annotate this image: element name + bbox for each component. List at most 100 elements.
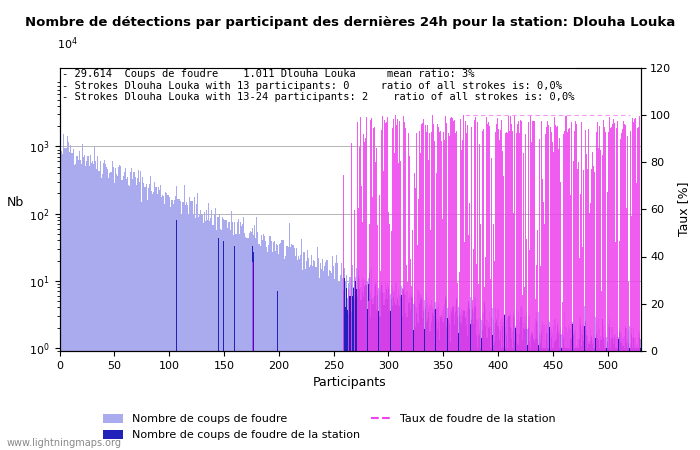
Bar [367, 309, 368, 450]
Bar [547, 334, 548, 450]
Bar [579, 339, 580, 450]
Bar [279, 244, 281, 450]
Bar [529, 341, 531, 450]
Bar [481, 320, 482, 450]
Bar [366, 284, 367, 450]
Bar [498, 329, 500, 450]
Bar [599, 329, 601, 450]
Bar [603, 338, 604, 450]
Bar [417, 324, 419, 450]
Bar [516, 333, 517, 450]
Bar [411, 296, 412, 450]
Bar [258, 243, 260, 450]
Bar [225, 220, 227, 450]
Bar [187, 205, 188, 450]
Bar [365, 284, 366, 450]
Bar [303, 252, 304, 450]
Bar [146, 184, 147, 450]
Bar [179, 202, 181, 450]
Bar [356, 268, 357, 450]
Bar [595, 338, 596, 450]
Bar [211, 210, 212, 450]
Bar [457, 317, 458, 450]
Bar [322, 259, 323, 450]
Bar [531, 332, 533, 450]
Bar [359, 289, 360, 450]
Bar [432, 307, 433, 450]
Bar [309, 267, 310, 450]
Bar [575, 348, 576, 450]
Bar [578, 339, 579, 450]
Bar [140, 171, 141, 450]
Bar [365, 281, 366, 450]
Bar [91, 163, 92, 450]
Bar [379, 316, 380, 450]
Bar [393, 297, 394, 450]
Bar [405, 295, 407, 450]
Bar [244, 233, 245, 450]
Bar [521, 306, 522, 450]
Bar [68, 142, 69, 450]
Text: - 29.614  Coups de foudre    1.011 Dlouha Louka     mean ratio: 3%
- Strokes Dlo: - 29.614 Coups de foudre 1.011 Dlouha Lo… [62, 69, 575, 102]
Bar [640, 348, 641, 450]
Bar [498, 340, 500, 450]
Bar [438, 303, 440, 450]
Bar [331, 273, 332, 450]
Bar [94, 147, 95, 450]
Bar [173, 204, 174, 450]
Bar [60, 145, 61, 450]
Bar [74, 165, 76, 450]
Bar [436, 319, 437, 450]
Bar [571, 338, 572, 450]
Bar [277, 291, 278, 450]
Bar [76, 156, 78, 450]
Bar [245, 237, 246, 450]
Bar [584, 306, 585, 450]
Bar [631, 328, 632, 450]
Bar [114, 183, 115, 450]
Bar [215, 208, 216, 450]
Bar [614, 334, 615, 450]
Bar [395, 305, 397, 450]
Bar [572, 324, 573, 450]
Bar [455, 305, 456, 450]
Bar [155, 187, 157, 450]
Bar [610, 348, 612, 450]
Bar [344, 278, 345, 450]
Bar [436, 308, 437, 450]
Bar [513, 311, 514, 450]
Bar [360, 301, 361, 450]
Bar [345, 281, 346, 450]
Bar [606, 348, 607, 450]
Bar [629, 348, 630, 450]
Bar [171, 200, 172, 450]
Bar [609, 317, 610, 450]
Bar [473, 324, 475, 450]
Bar [377, 295, 378, 450]
Bar [405, 313, 407, 450]
Text: www.lightningmaps.org: www.lightningmaps.org [7, 438, 122, 448]
Bar [113, 166, 114, 450]
Bar [401, 295, 402, 450]
Bar [185, 205, 186, 450]
Bar [83, 157, 84, 450]
Bar [626, 343, 627, 450]
Bar [374, 284, 376, 450]
Bar [483, 312, 484, 450]
Bar [541, 324, 542, 450]
Bar [351, 296, 353, 450]
Bar [598, 340, 599, 450]
Bar [639, 331, 640, 450]
Bar [533, 342, 535, 450]
Bar [169, 207, 171, 450]
Bar [198, 217, 200, 450]
Bar [108, 178, 109, 450]
Bar [528, 317, 529, 450]
Bar [542, 321, 543, 450]
Bar [335, 263, 336, 450]
Bar [267, 252, 268, 450]
Bar [93, 164, 94, 450]
Bar [239, 234, 240, 450]
Bar [397, 299, 398, 450]
Bar [494, 329, 496, 450]
